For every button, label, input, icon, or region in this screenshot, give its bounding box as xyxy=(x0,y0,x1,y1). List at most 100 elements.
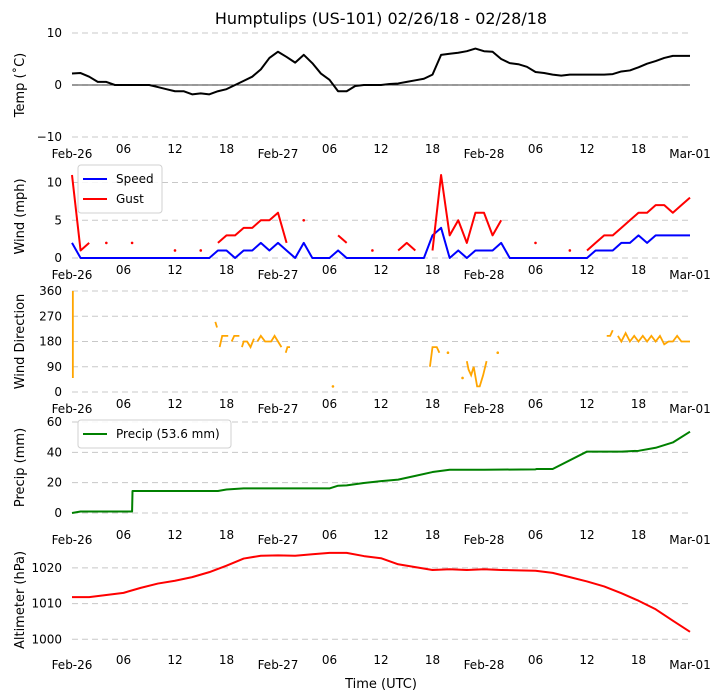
y-axis-label: Altimeter (hPa) xyxy=(13,551,28,649)
panels: −10 0 10 Temp (˚C) Feb-26 06 12 18 Feb-27 06 12 18 F… xyxy=(12,26,711,672)
x-tick-label: 18 xyxy=(219,142,234,156)
y-tick-label: 10 xyxy=(47,26,62,40)
series-gust-point xyxy=(534,241,537,245)
series-direction-segment xyxy=(218,334,229,348)
y-tick-label: 180 xyxy=(39,335,62,349)
x-tick-label: Feb-28 xyxy=(464,533,505,547)
x-tick-label: 18 xyxy=(219,653,234,667)
x-tick-label: 12 xyxy=(167,653,182,667)
series-direction-segment xyxy=(429,346,441,367)
y-axis-label: Temp (˚C) xyxy=(12,53,28,119)
x-tick-label: 18 xyxy=(631,397,646,411)
series-precip-53-6-mm-line xyxy=(71,430,691,514)
x-tick-label: Feb-28 xyxy=(464,658,505,672)
y-tick-label: 1020 xyxy=(31,561,62,575)
x-tick-label: 06 xyxy=(322,528,337,542)
x-tick-label: Mar-01 xyxy=(669,268,710,282)
x-tick-label: 12 xyxy=(373,653,388,667)
x-tick-label: Feb-28 xyxy=(464,402,505,416)
x-tick-label: Mar-01 xyxy=(669,402,710,416)
x-tick-label: Feb-27 xyxy=(258,658,299,672)
x-tick-label: Feb-26 xyxy=(52,268,93,282)
x-tick-label: 06 xyxy=(116,653,131,667)
x-tick-label: 18 xyxy=(425,653,440,667)
series-gust-point xyxy=(568,249,572,252)
x-tick-label: Feb-27 xyxy=(258,268,299,282)
x-tick-label: Feb-28 xyxy=(464,268,505,282)
y-tick-label: 1000 xyxy=(31,632,62,646)
series-direction-point xyxy=(446,351,450,355)
legend-label: Speed xyxy=(116,172,154,186)
series-gust-point xyxy=(302,218,306,222)
legend-label: Gust xyxy=(116,192,144,206)
panel-wind: 0 5 10 Wind (mph) Feb-26 06 12 18 Feb-27 06 12 18 Fe… xyxy=(13,164,711,282)
x-tick-label: 18 xyxy=(425,528,440,542)
x-tick-label: 18 xyxy=(219,263,234,277)
series-direction-segment xyxy=(256,334,283,348)
series-gust-point xyxy=(371,249,374,252)
series-temp-line xyxy=(71,47,690,96)
x-tick-label: 06 xyxy=(322,653,337,667)
x-tick-label: 06 xyxy=(116,263,131,277)
panel-wind-direction: 0 90 180 270 360 Wind Direction Feb-26 06 12 18 Fe… xyxy=(13,284,711,416)
series-gust-line xyxy=(71,174,90,252)
x-tick-label: 06 xyxy=(116,142,131,156)
legend-box xyxy=(77,419,232,449)
y-tick-label: 5 xyxy=(54,213,62,227)
x-tick-label: Feb-26 xyxy=(52,658,93,672)
y-tick-label: 20 xyxy=(47,476,62,490)
series-gust-line xyxy=(431,174,503,251)
x-tick-label: Mar-01 xyxy=(669,147,710,161)
legend-label: Precip (53.6 mm) xyxy=(116,427,220,441)
y-tick-label: −10 xyxy=(37,130,62,144)
series-direction-segment xyxy=(617,331,690,346)
series-altimeter-line xyxy=(72,551,691,633)
x-tick-label: Feb-26 xyxy=(52,402,93,416)
y-tick-label: 10 xyxy=(47,176,62,190)
x-tick-label: Feb-28 xyxy=(464,147,505,161)
panel-temp: −10 0 10 Temp (˚C) Feb-26 06 12 18 Feb-27 06 12 18 F… xyxy=(12,26,711,161)
x-tick-label: Mar-01 xyxy=(669,533,710,547)
y-tick-label: 90 xyxy=(47,360,62,374)
x-tick-label: 06 xyxy=(322,142,337,156)
series-gust-line xyxy=(586,196,691,252)
x-tick-label: 12 xyxy=(167,528,182,542)
y-axis-label: Wind Direction xyxy=(13,294,28,390)
x-tick-label: 18 xyxy=(219,528,234,542)
series-gust-point xyxy=(199,249,203,252)
y-tick-label: 40 xyxy=(47,445,62,459)
y-tick-label: 60 xyxy=(47,415,62,429)
y-tick-label: 1010 xyxy=(31,597,62,611)
x-tick-label: Feb-26 xyxy=(52,147,93,161)
series-gust-point xyxy=(105,241,108,245)
panel-precip: 0 20 40 60 Precip (mm) Feb-26 06 12 18 Feb-27 06 12… xyxy=(13,415,711,547)
x-tick-label: 18 xyxy=(425,263,440,277)
x-tick-label: 06 xyxy=(116,397,131,411)
y-tick-label: 360 xyxy=(39,284,62,298)
series-direction-segment xyxy=(214,321,218,328)
y-axis-label: Wind (mph) xyxy=(13,178,28,254)
series-direction-segment xyxy=(606,329,614,337)
x-tick-label: 12 xyxy=(579,528,594,542)
y-tick-label: 0 xyxy=(54,385,62,399)
x-tick-label: 18 xyxy=(425,397,440,411)
figure-title: Humptulips (US-101) 02/26/18 - 02/28/18 xyxy=(215,9,547,28)
x-tick-label: 06 xyxy=(528,397,543,411)
series-gust-line xyxy=(337,234,348,244)
x-tick-label: 06 xyxy=(116,528,131,542)
series-gust-line xyxy=(397,241,416,252)
x-tick-label: Mar-01 xyxy=(669,658,710,672)
x-tick-label: 18 xyxy=(425,142,440,156)
series-direction-point xyxy=(331,385,335,388)
x-tick-label: 18 xyxy=(631,653,646,667)
x-axis-label: Time (UTC) xyxy=(344,677,417,692)
x-tick-label: Feb-27 xyxy=(258,147,299,161)
series-direction-segment xyxy=(241,338,255,350)
series-direction-point xyxy=(461,376,464,380)
legend: Speed Gust xyxy=(77,164,163,214)
y-tick-label: 0 xyxy=(54,251,62,265)
y-tick-label: 0 xyxy=(54,506,62,520)
x-tick-label: 12 xyxy=(579,263,594,277)
